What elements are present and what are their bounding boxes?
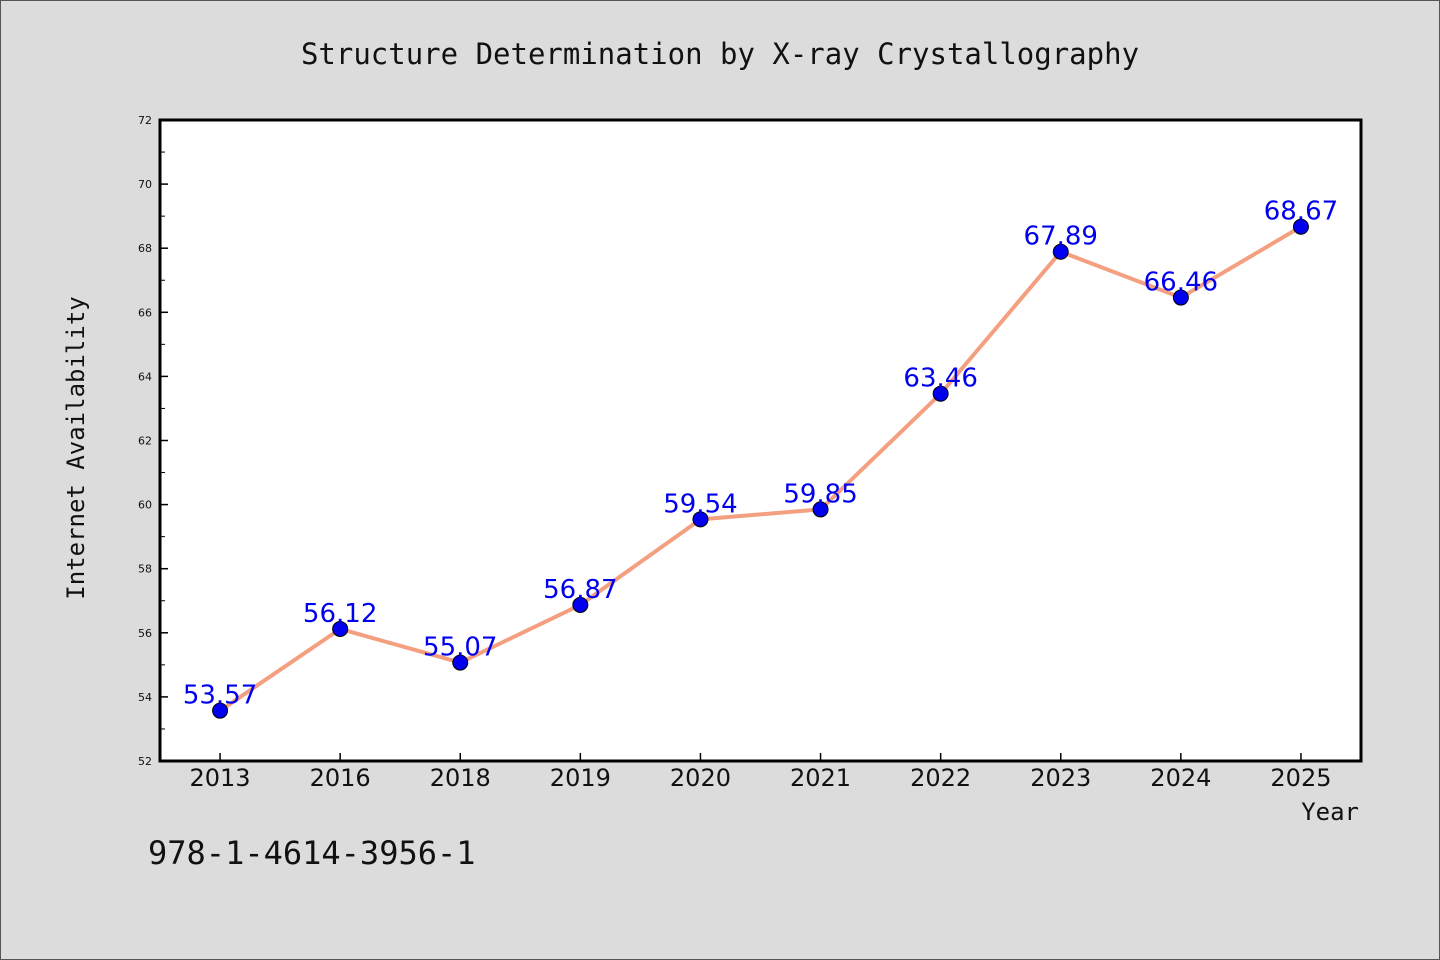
chart-title: Structure Determination by X-ray Crystal… bbox=[301, 37, 1139, 71]
data-label: 59.85 bbox=[783, 479, 857, 509]
data-point bbox=[332, 620, 349, 637]
y-tick-label: 58 bbox=[138, 563, 152, 576]
x-tick-label: 2024 bbox=[1150, 764, 1211, 792]
data-labels: 53.57 56.12 55.07 56.87 59.54 59.85 63.46 67.89… bbox=[183, 197, 1338, 711]
x-tick-label: 2020 bbox=[670, 764, 731, 792]
data-label: 56.12 bbox=[303, 599, 377, 629]
data-point bbox=[1172, 289, 1189, 306]
y-tick-label: 64 bbox=[138, 370, 152, 383]
x-tick-label: 2021 bbox=[790, 764, 851, 792]
y-tick-label: 68 bbox=[138, 242, 152, 255]
data-point bbox=[812, 501, 829, 518]
x-axis-label: Year bbox=[1301, 798, 1359, 826]
y-tick-label: 62 bbox=[138, 435, 152, 448]
x-tick-label: 2019 bbox=[550, 764, 611, 792]
x-tick-label: 2018 bbox=[430, 764, 491, 792]
data-label: 59.54 bbox=[663, 489, 737, 519]
data-label: 67.89 bbox=[1024, 222, 1098, 252]
y-tick-label: 54 bbox=[138, 691, 152, 704]
y-axis: 52 54 56 58 60 62 64 66 68 70 72 bbox=[138, 114, 168, 768]
y-tick-label: 66 bbox=[138, 306, 152, 319]
data-point bbox=[932, 385, 949, 402]
x-tick-label: 2022 bbox=[910, 764, 971, 792]
x-tick-label: 2013 bbox=[190, 764, 251, 792]
y-axis-label: Internet Availability bbox=[62, 296, 90, 599]
x-tick-label: 2023 bbox=[1030, 764, 1091, 792]
series-line bbox=[218, 225, 1302, 713]
data-point bbox=[452, 654, 469, 671]
x-axis: 2013 2016 2018 2019 2020 2021 2022 2023 2024 2025 bbox=[190, 753, 1331, 792]
x-tick-label: 2025 bbox=[1270, 764, 1331, 792]
x-tick-label: 2016 bbox=[310, 764, 371, 792]
plot-area bbox=[158, 118, 1363, 763]
y-tick-label: 56 bbox=[138, 627, 152, 640]
data-label: 68.67 bbox=[1264, 197, 1338, 227]
data-label: 56.87 bbox=[543, 575, 617, 605]
data-label: 66.46 bbox=[1144, 268, 1218, 298]
data-markers bbox=[212, 218, 1309, 719]
y-tick-label: 60 bbox=[138, 499, 152, 512]
data-point bbox=[692, 511, 709, 528]
data-label: 55.07 bbox=[423, 633, 497, 663]
data-point bbox=[572, 596, 589, 613]
data-point bbox=[1052, 243, 1069, 260]
data-label: 63.46 bbox=[903, 364, 977, 394]
isbn-text: 978-1-4614-3956-1 bbox=[148, 834, 476, 872]
data-label: 53.57 bbox=[183, 681, 257, 711]
y-tick-label: 52 bbox=[138, 755, 152, 768]
y-tick-label: 70 bbox=[138, 178, 152, 191]
y-tick-label: 72 bbox=[138, 114, 152, 127]
data-point bbox=[212, 702, 229, 719]
data-point bbox=[1292, 218, 1309, 235]
